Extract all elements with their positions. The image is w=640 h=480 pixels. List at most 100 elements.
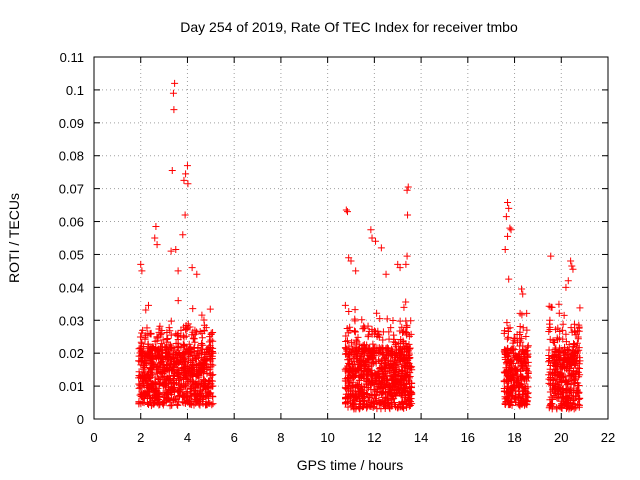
data-point [387, 395, 395, 403]
data-point [517, 362, 525, 370]
data-point [205, 338, 213, 346]
data-point [403, 186, 411, 194]
data-point [180, 368, 188, 376]
data-point [554, 324, 562, 332]
data-point [517, 334, 525, 342]
data-point [184, 398, 192, 406]
data-point [560, 311, 568, 319]
data-point [174, 267, 182, 275]
data-point [568, 328, 576, 336]
data-point [384, 367, 392, 375]
data-point [165, 347, 173, 355]
data-point [193, 350, 201, 358]
data-point [518, 382, 526, 390]
data-point [364, 331, 372, 339]
data-point [381, 360, 389, 368]
data-point [372, 375, 380, 383]
data-point [401, 361, 409, 369]
data-point [352, 405, 360, 413]
data-point [138, 329, 146, 337]
y-tick-label: 0 [77, 412, 84, 427]
y-tick-label: 0.07 [59, 182, 84, 197]
data-point [523, 309, 531, 317]
data-point [522, 366, 530, 374]
data-point [204, 364, 212, 372]
data-point [145, 391, 153, 399]
data-point [520, 386, 528, 394]
data-point [511, 365, 519, 373]
data-point [166, 375, 174, 383]
data-point [545, 352, 553, 360]
data-point [379, 394, 387, 402]
data-point [184, 362, 192, 370]
data-point [575, 323, 583, 331]
data-point [550, 377, 558, 385]
data-point [193, 381, 201, 389]
data-point [576, 304, 584, 312]
data-point [548, 405, 556, 413]
data-point [146, 350, 154, 358]
data-point [188, 264, 196, 272]
data-point [556, 346, 564, 354]
data-point [201, 356, 209, 364]
data-point [349, 378, 357, 386]
data-point [517, 355, 525, 363]
data-point [377, 399, 385, 407]
y-tick-label: 0.08 [59, 149, 84, 164]
data-point [364, 384, 372, 392]
data-point [177, 385, 185, 393]
data-point [355, 384, 363, 392]
data-point [153, 241, 161, 249]
data-point [151, 234, 159, 242]
data-point [161, 368, 169, 376]
data-point [392, 366, 400, 374]
data-point [384, 356, 392, 364]
data-point [559, 373, 567, 381]
data-point [341, 367, 349, 375]
data-point [546, 388, 554, 396]
data-point [155, 396, 163, 404]
data-point [179, 231, 187, 239]
data-point [513, 372, 521, 380]
data-point [359, 356, 367, 364]
data-point [137, 260, 145, 268]
data-point [209, 393, 217, 401]
data-point [198, 334, 206, 342]
data-point [512, 391, 520, 399]
data-point [378, 378, 386, 386]
data-point [164, 334, 172, 342]
data-point [163, 352, 171, 360]
data-point [504, 379, 512, 387]
data-point [562, 338, 570, 346]
data-point [152, 366, 160, 374]
data-point [156, 380, 164, 388]
x-tick-label: 12 [367, 430, 381, 445]
data-point [194, 372, 202, 380]
data-point [383, 393, 391, 401]
data-point [137, 338, 145, 346]
data-point [501, 369, 509, 377]
data-point [343, 385, 351, 393]
x-tick-label: 14 [414, 430, 428, 445]
data-point [391, 339, 399, 347]
data-point [135, 384, 143, 392]
data-point [551, 385, 559, 393]
data-point [398, 367, 406, 375]
data-point [350, 400, 358, 408]
data-point [181, 211, 189, 219]
data-point [551, 347, 559, 355]
y-tick-label: 0.06 [59, 215, 84, 230]
data-point [568, 393, 576, 401]
data-point [160, 373, 168, 381]
data-point [398, 399, 406, 407]
data-point [164, 390, 172, 398]
data-point [197, 341, 205, 349]
data-point [391, 383, 399, 391]
data-point [394, 386, 402, 394]
data-point [135, 357, 143, 365]
data-point [174, 297, 182, 305]
axis-ticks [93, 56, 609, 420]
data-point [151, 378, 159, 386]
data-point [207, 357, 215, 365]
data-point [180, 399, 188, 407]
